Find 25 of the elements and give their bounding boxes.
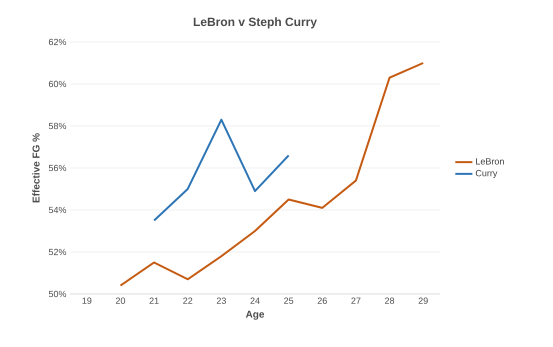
x-tick-label: 19 (82, 298, 92, 304)
x-tick-label: 28 (385, 298, 394, 304)
x-tick-label: 25 (284, 298, 294, 304)
x-tick-label: 23 (216, 298, 226, 304)
legend-label: Curry (476, 170, 498, 178)
x-tick-label: 26 (318, 298, 327, 304)
x-tick-label: 21 (150, 298, 159, 304)
x-tick-label: 22 (183, 298, 192, 304)
x-axis-title: Age (246, 310, 264, 320)
y-axis-title: Effective FG % (32, 133, 40, 202)
y-tick-label: 58% (48, 122, 66, 130)
y-tick-label: 50% (48, 290, 66, 298)
y-tick-label: 52% (48, 248, 66, 256)
y-tick-label: 60% (48, 80, 66, 88)
y-tick-label: 62% (48, 38, 66, 46)
line-series (119, 62, 424, 287)
x-tick-label: 27 (351, 298, 360, 304)
x-tick-label: 24 (250, 298, 260, 304)
legend-label: LeBron (476, 158, 504, 165)
line-series (153, 118, 290, 222)
x-tick-label: 20 (116, 298, 126, 304)
x-tick-label: 29 (418, 298, 428, 304)
chart-title: LeBron v Steph Curry (194, 17, 317, 28)
y-tick-label: 54% (48, 206, 66, 214)
y-tick-label: 56% (48, 164, 66, 172)
